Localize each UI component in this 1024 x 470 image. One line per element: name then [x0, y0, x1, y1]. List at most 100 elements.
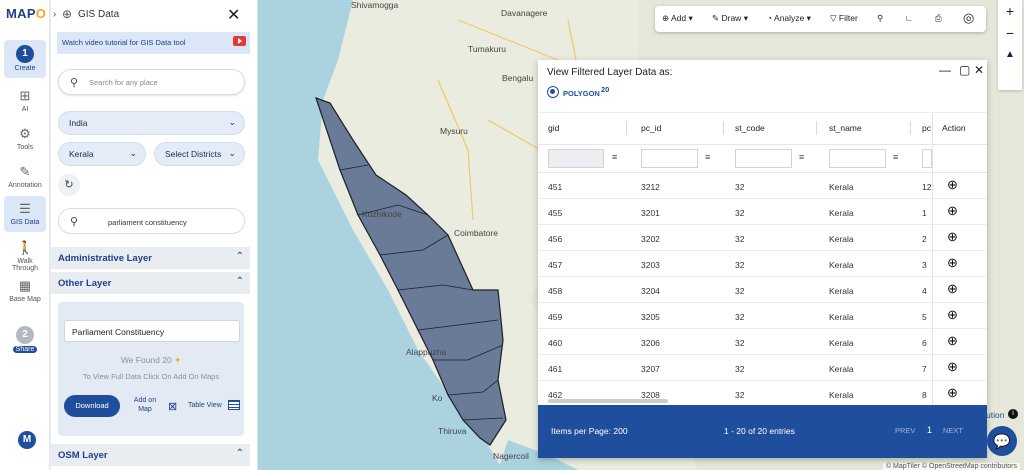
place-search-input[interactable]: ⚲ Search for any place	[58, 69, 245, 95]
refresh-icon[interactable]: ↻	[58, 174, 80, 196]
table-row[interactable]: 459 3205 32 Kerala 5 ⊕	[538, 303, 987, 329]
table-cell: 3212	[641, 182, 660, 192]
found-count-text: We Found 20 ✦	[120, 355, 182, 365]
table-row[interactable]: 460 3206 32 Kerala 6 ⊕	[538, 329, 987, 355]
table-row[interactable]: 461 3207 32 Kerala 7 ⊕	[538, 355, 987, 381]
draw-menu[interactable]: ✎ Draw ▾	[712, 13, 748, 23]
popup-title: View Filtered Layer Data as:	[547, 67, 673, 78]
layer-result-card: Parliament Constituency We Found 20 ✦ To…	[58, 302, 244, 436]
analyze-menu[interactable]: ◔ Analyze ▾	[767, 13, 811, 23]
table-cell: 6	[922, 338, 927, 348]
polygon-label: POLYGON	[563, 89, 600, 98]
osm-layer-section[interactable]: OSM Layer ⌃	[51, 444, 250, 466]
left-rail: MAPO 1 Create ⊞ AI ⚙ Tools ✎ Annotation ☰ GI…	[0, 0, 50, 470]
table-cell: Kerala	[829, 312, 854, 322]
table-row[interactable]: 457 3203 32 Kerala 3 ⊕	[538, 251, 987, 277]
gid-filter-input[interactable]	[548, 149, 604, 168]
rail-tools[interactable]: ⚙ Tools	[16, 126, 34, 151]
rail-base-map[interactable]: ▦ Base Map	[9, 278, 41, 303]
rail-gis-data[interactable]: ☰ GIS Data	[4, 196, 46, 232]
close-icon[interactable]: ✕	[974, 63, 985, 77]
zoom-to-feature-icon[interactable]: ⊕	[947, 281, 958, 296]
chat-icon[interactable]: 💬	[987, 426, 1017, 456]
zoom-to-feature-icon[interactable]: ⊕	[947, 333, 958, 348]
close-icon[interactable]: ✕	[227, 7, 241, 24]
table-cell: 32	[735, 208, 745, 218]
map-toolbar: ⊕ Add ▾ ✎ Draw ▾ ◔ Analyze ▾ ▽ Filter ⚲ …	[655, 6, 986, 32]
table-cell: 32	[735, 260, 745, 270]
search-icon[interactable]: ⚲	[877, 13, 884, 23]
table-cell: Kerala	[829, 364, 854, 374]
st-code-filter-input[interactable]	[735, 149, 792, 168]
table-cell: 32	[735, 364, 745, 374]
table-cell: 5	[922, 312, 927, 322]
rail-create[interactable]: 1 Create	[4, 40, 46, 78]
filter-button[interactable]: ▽ Filter	[830, 13, 858, 23]
rail-annotation[interactable]: ✎ Annotation	[8, 164, 42, 189]
table-cell: Kerala	[829, 234, 854, 244]
filter-icon[interactable]: ≡	[799, 152, 805, 162]
print-icon[interactable]: ⎙	[935, 13, 942, 23]
country-select[interactable]: India ⌄	[58, 111, 245, 135]
table-cell: 32	[735, 338, 745, 348]
filter-icon[interactable]: ≡	[893, 152, 899, 162]
districts-select[interactable]: Select Districts ⌄	[154, 142, 245, 166]
table-cell: 455	[548, 208, 563, 218]
rail-walk-through[interactable]: 🚶 Walk Through	[11, 240, 39, 272]
zoom-to-feature-icon[interactable]: ⊕	[947, 307, 958, 322]
rail-ai[interactable]: ⊞ AI	[4, 88, 46, 113]
table-cell: 1	[922, 208, 927, 218]
polygon-radio[interactable]	[547, 86, 559, 98]
compass-icon[interactable]: ▲	[1005, 49, 1015, 60]
basemap-icon: ▦	[18, 278, 32, 293]
minimize-icon[interactable]: —	[939, 63, 951, 77]
zoom-to-feature-icon[interactable]: ⊕	[947, 359, 958, 374]
filter-icon[interactable]: ≡	[705, 152, 711, 162]
layer-name-field[interactable]: Parliament Constituency	[64, 320, 240, 342]
pc-filter-input[interactable]	[922, 149, 932, 168]
other-layer-section[interactable]: Other Layer ⌃	[51, 272, 250, 294]
prev-page-button[interactable]: PREV	[895, 426, 916, 435]
table-row[interactable]: 455 3201 32 Kerala 1 ⊕	[538, 199, 987, 225]
table-cell: 32	[735, 286, 745, 296]
table-view-button[interactable]: Table View	[188, 402, 222, 409]
horizontal-scrollbar[interactable]	[548, 399, 668, 403]
next-page-button[interactable]: NEXT	[943, 426, 964, 435]
table-cell: 3206	[641, 338, 660, 348]
table-row[interactable]: 456 3202 32 Kerala 2 ⊕	[538, 225, 987, 251]
rail-share[interactable]: 2 Share	[4, 326, 46, 353]
items-per-page[interactable]: Items per Page: 200	[551, 426, 628, 436]
state-select[interactable]: Kerala ⌄	[58, 142, 146, 166]
add-on-map-button[interactable]: Add on Map	[133, 397, 157, 413]
measure-icon[interactable]: ∟	[905, 13, 914, 23]
chevron-right-icon[interactable]: ›	[53, 9, 57, 20]
table-icon[interactable]	[228, 400, 240, 410]
zoom-to-feature-icon[interactable]: ⊕	[947, 385, 958, 400]
st-name-filter-input[interactable]	[829, 149, 886, 168]
tools-icon: ⚙	[19, 126, 31, 141]
table-row[interactable]: 451 3212 32 Kerala 12 ⊕	[538, 173, 987, 199]
table-row[interactable]: 462 3208 32 Kerala 8 ⊕	[538, 381, 987, 406]
zoom-to-feature-icon[interactable]: ⊕	[947, 229, 958, 244]
layer-search-input[interactable]: ⚲ parliament constituency	[58, 208, 245, 234]
table-cell: 462	[548, 390, 563, 400]
user-avatar[interactable]: M	[18, 431, 36, 449]
video-tutorial-link[interactable]: Watch video tutorial for GIS Data tool	[57, 32, 250, 54]
add-menu[interactable]: ⊕ Add ▾	[662, 13, 693, 23]
maximize-icon[interactable]: ▢	[959, 63, 971, 77]
mapog-logo[interactable]: MAPO	[6, 6, 47, 21]
zoom-to-feature-icon[interactable]: ⊕	[947, 255, 958, 270]
table-row[interactable]: 458 3204 32 Kerala 4 ⊕	[538, 277, 987, 303]
filter-icon[interactable]: ≡	[612, 152, 618, 162]
zoom-out-button[interactable]: −	[1005, 25, 1015, 41]
zoom-in-button[interactable]: +	[1005, 3, 1015, 19]
table-cell: Kerala	[829, 338, 854, 348]
zoom-to-feature-icon[interactable]: ⊕	[947, 203, 958, 218]
pc-id-filter-input[interactable]	[641, 149, 698, 168]
administrative-layer-section[interactable]: Administrative Layer ⌃	[51, 247, 250, 269]
info-icon[interactable]: i	[1008, 409, 1018, 419]
map-icon[interactable]: ⊠	[168, 401, 178, 413]
locate-icon[interactable]: ◎	[963, 10, 975, 25]
download-button[interactable]: Download	[64, 395, 120, 417]
zoom-to-feature-icon[interactable]: ⊕	[947, 177, 958, 192]
